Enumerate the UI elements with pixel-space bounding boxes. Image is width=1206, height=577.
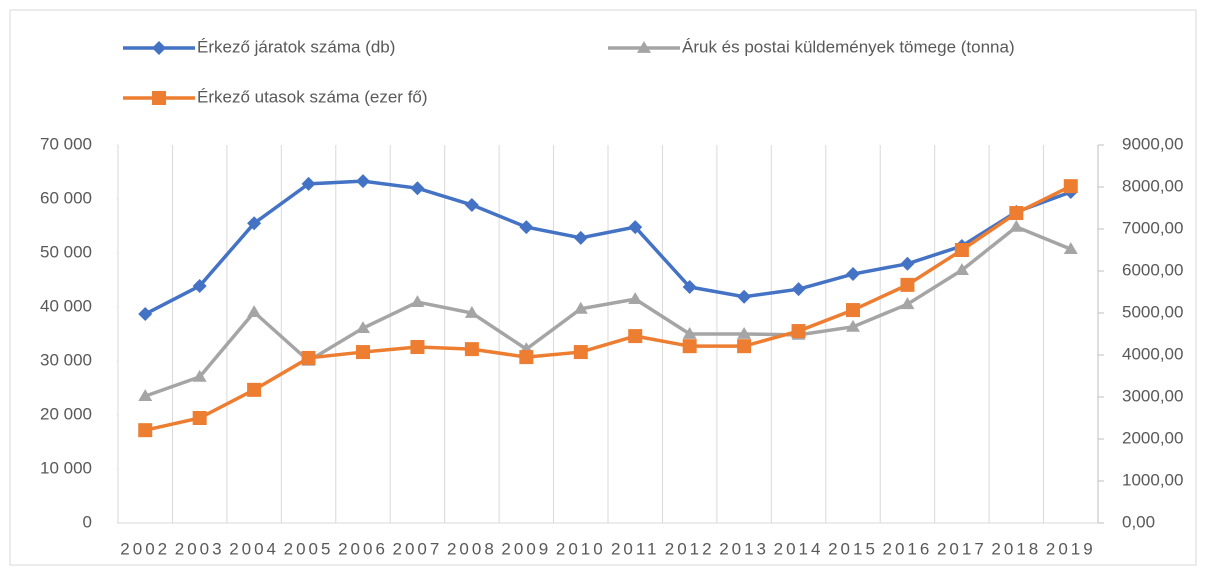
y2-tick-label: 4000,00 — [1122, 344, 1183, 363]
y-tick-label: 70 000 — [40, 134, 92, 153]
series-line — [144, 184, 1072, 432]
marker — [356, 321, 370, 334]
marker — [247, 382, 262, 397]
x-tick-label: 2012 — [665, 539, 715, 558]
y-tick-label: 20 000 — [40, 404, 92, 423]
x-tick-label: 2009 — [501, 539, 551, 558]
marker — [356, 345, 370, 360]
marker — [737, 339, 752, 354]
y2-tick-label: 2000,00 — [1122, 428, 1183, 447]
marker — [573, 345, 588, 360]
x-tick-label: 2004 — [229, 539, 279, 558]
marker — [900, 297, 915, 310]
x-tick-label: 2018 — [991, 539, 1041, 558]
x-tick-label: 2017 — [937, 539, 987, 558]
marker — [1009, 219, 1024, 232]
x-tick-label: 2016 — [883, 539, 933, 558]
x-tick-label: 2002 — [120, 539, 170, 558]
marker — [954, 263, 969, 276]
x-tick-label: 2014 — [774, 539, 824, 558]
marker — [900, 277, 915, 292]
marker — [737, 289, 752, 304]
series-line — [144, 224, 1072, 398]
marker — [519, 350, 534, 365]
legend-label: Érkező járatok száma (db) — [197, 37, 395, 56]
y-tick-label: 10 000 — [40, 458, 92, 477]
marker — [1063, 179, 1078, 194]
marker — [464, 197, 479, 212]
y2-tick-label: 9000,00 — [1122, 134, 1183, 153]
marker — [192, 278, 207, 293]
x-tick-label: 2011 — [611, 539, 660, 558]
y2-tick-label: 6000,00 — [1122, 260, 1183, 279]
legend-label: Áruk és postai küldemények tömege (tonna… — [682, 37, 1015, 56]
marker — [573, 230, 588, 245]
y2-tick-label: 3000,00 — [1122, 386, 1183, 405]
marker — [628, 292, 643, 305]
marker — [356, 174, 370, 189]
x-tick-label: 2007 — [393, 539, 443, 558]
marker — [737, 327, 752, 339]
x-tick-label: 2019 — [1046, 539, 1096, 558]
marker — [301, 350, 316, 365]
marker — [152, 41, 166, 55]
x-tick-label: 2010 — [556, 539, 606, 558]
marker — [247, 305, 262, 318]
marker — [682, 327, 697, 339]
x-tick-label: 2006 — [338, 539, 388, 558]
y-tick-label: 0 — [83, 512, 92, 531]
x-tick-label: 2013 — [719, 539, 769, 558]
marker — [152, 91, 166, 105]
marker — [900, 256, 915, 271]
y-tick-label: 30 000 — [40, 350, 92, 369]
marker — [846, 267, 860, 282]
y2-tick-label: 0,00 — [1122, 512, 1155, 531]
x-tick-label: 2003 — [175, 539, 225, 558]
marker — [301, 176, 316, 191]
x-tick-label: 2005 — [284, 539, 334, 558]
marker — [138, 423, 153, 438]
marker — [954, 243, 969, 257]
y-tick-label: 60 000 — [40, 188, 92, 207]
marker — [1009, 206, 1024, 221]
marker — [247, 216, 262, 231]
marker — [192, 369, 207, 382]
y2-tick-label: 5000,00 — [1122, 302, 1183, 321]
marker — [637, 41, 651, 53]
marker — [682, 339, 697, 354]
marker — [573, 301, 588, 314]
y-tick-label: 40 000 — [40, 296, 92, 315]
y2-tick-label: 7000,00 — [1122, 218, 1183, 237]
marker — [1063, 242, 1078, 255]
marker — [410, 181, 425, 196]
y2-tick-label: 8000,00 — [1122, 176, 1183, 195]
legend-label: Érkező utasok száma (ezer fő) — [197, 87, 428, 106]
marker — [846, 319, 860, 332]
marker — [628, 220, 643, 235]
y-tick-label: 50 000 — [40, 242, 92, 261]
marker — [138, 389, 153, 402]
marker — [464, 342, 479, 357]
chart-border — [9, 9, 1197, 566]
marker — [464, 306, 479, 318]
series-line — [144, 179, 1072, 316]
marker — [846, 303, 860, 318]
marker — [192, 411, 207, 425]
marker — [410, 295, 425, 307]
marker — [519, 220, 534, 235]
y2-tick-label: 1000,00 — [1122, 470, 1183, 489]
x-tick-label: 2008 — [447, 539, 497, 558]
marker — [682, 280, 697, 295]
marker — [791, 324, 806, 339]
marker — [628, 329, 643, 344]
x-tick-label: 2015 — [828, 539, 878, 558]
marker — [410, 340, 425, 355]
marker — [791, 282, 806, 297]
marker — [138, 307, 153, 322]
